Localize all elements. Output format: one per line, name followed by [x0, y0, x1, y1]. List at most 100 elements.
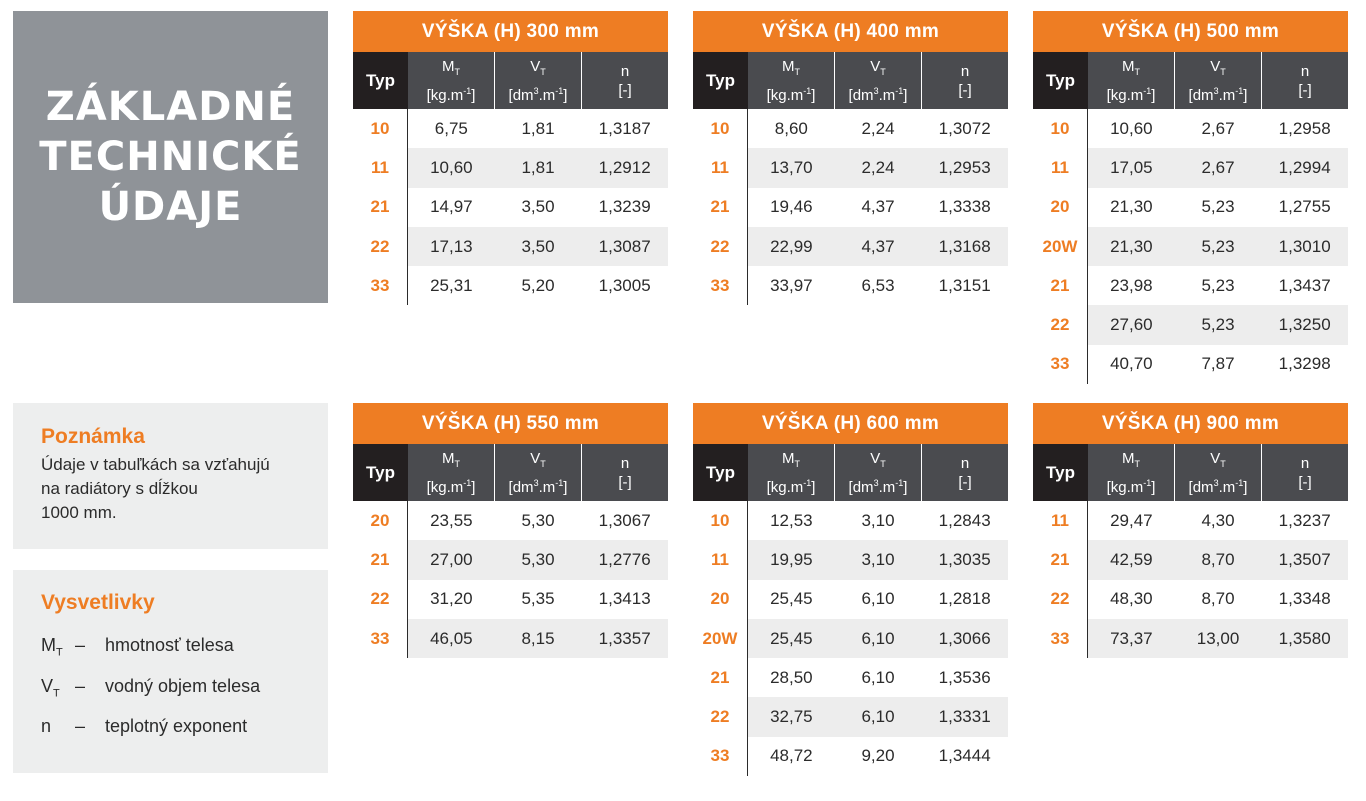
cell-vt: 4,37	[861, 197, 895, 217]
legend-symbol: n	[41, 716, 52, 737]
column-symbol: MT	[1122, 57, 1140, 77]
cell-vt: 5,35	[521, 589, 555, 609]
table-row: 33 33,97 6,53 1,3151	[693, 266, 1008, 306]
legend-heading: Vysvetlivky	[41, 591, 155, 614]
column-header-n: n [-]	[921, 444, 1008, 501]
table-row: 11 19,95 3,10 1,3035	[693, 540, 1008, 580]
cell-n: 1,2912	[598, 157, 651, 177]
cell-n: 1,3437	[1278, 275, 1331, 295]
legend-dash: –	[75, 675, 86, 696]
table-title: VÝŠKA (H) 400 mm	[693, 11, 1008, 52]
column-header-vt: VT [dm3.m-1]	[1174, 52, 1261, 109]
column-unit: [dm3.m-1]	[848, 477, 908, 496]
cell-typ: 22	[1033, 579, 1088, 619]
table-column-headers: Typ MT [kg.m-1] VT [dm3.m-1] n [-]	[353, 444, 668, 501]
cell-vt: 6,10	[861, 707, 895, 727]
cell-vt: 3,50	[521, 236, 555, 256]
cell-typ: 33	[1033, 618, 1088, 659]
column-symbol: n	[620, 62, 630, 80]
column-symbol: VT	[1210, 449, 1226, 469]
legend-dash: –	[75, 716, 86, 737]
cell-n: 1,3507	[1278, 549, 1331, 569]
cell-mt: 33,97	[770, 275, 813, 295]
column-header-n: n [-]	[581, 444, 668, 501]
cell-vt: 3,10	[861, 510, 895, 530]
cell-vt: 5,23	[1201, 275, 1235, 295]
note-line: 1000 mm.	[41, 503, 117, 522]
column-header-typ: Typ	[353, 52, 408, 109]
cell-typ: 33	[693, 266, 748, 306]
cell-n: 1,3536	[938, 667, 991, 687]
cell-typ: 22	[353, 579, 408, 619]
column-header-n: n [-]	[921, 52, 1008, 109]
data-table: VÝŠKA (H) 600 mm Typ MT [kg.m-1] VT [dm3.m-1]…	[693, 403, 1008, 777]
data-table: VÝŠKA (H) 550 mm Typ MT [kg.m-1] VT [dm3.m-1]…	[353, 403, 668, 659]
legend-symbol: VT	[41, 675, 60, 700]
cell-typ: 22	[693, 697, 748, 737]
column-header-mt: MT [kg.m-1]	[408, 444, 494, 501]
cell-n: 1,2958	[1278, 118, 1331, 138]
cell-vt: 13,00	[1196, 628, 1240, 648]
column-unit: [dm3.m-1]	[1188, 477, 1248, 496]
cell-typ: 21	[1033, 540, 1088, 580]
table-row: 22 48,30 8,70 1,3348	[1033, 579, 1348, 619]
title-line-2: TECHNICKÉ	[39, 134, 302, 180]
data-table: VÝŠKA (H) 500 mm Typ MT [kg.m-1] VT [dm3.m-1]…	[1033, 11, 1348, 385]
column-header-vt: VT [dm3.m-1]	[494, 444, 581, 501]
column-symbol: MT	[782, 449, 800, 469]
legend-dash: –	[75, 635, 86, 655]
table-title: VÝŠKA (H) 300 mm	[353, 11, 668, 52]
cell-n: 1,3010	[1278, 236, 1331, 256]
cell-vt: 3,10	[861, 549, 895, 569]
column-header-typ: Typ	[1033, 444, 1088, 501]
cell-typ: 20	[693, 579, 748, 619]
cell-typ: 20	[1033, 187, 1088, 227]
cell-n: 1,3580	[1278, 628, 1331, 648]
column-header-vt: VT [dm3.m-1]	[834, 52, 921, 109]
table-row: 20 23,55 5,30 1,3067	[353, 501, 668, 541]
cell-typ: 22	[1033, 305, 1088, 345]
cell-typ: 22	[693, 226, 748, 267]
column-symbol: MT	[442, 449, 460, 469]
column-unit: [-]	[1298, 81, 1312, 99]
cell-vt: 2,67	[1201, 157, 1235, 177]
cell-mt: 19,46	[770, 197, 813, 217]
table-row: 20 25,45 6,10 1,2818	[693, 579, 1008, 619]
column-unit: [kg.m-1]	[1106, 477, 1156, 496]
cell-vt: 6,10	[861, 628, 895, 648]
cell-typ: 10	[1033, 109, 1088, 149]
table-row: 22 31,20 5,35 1,3413	[353, 579, 668, 619]
column-header-mt: MT [kg.m-1]	[748, 52, 834, 109]
table-row: 33 48,72 9,20 1,3444	[693, 736, 1008, 777]
cell-mt: 13,70	[770, 157, 813, 177]
column-header-vt: VT [dm3.m-1]	[1174, 444, 1261, 501]
cell-n: 1,3338	[938, 197, 991, 217]
data-table: VÝŠKA (H) 300 mm Typ MT [kg.m-1] VT [dm3.m-1]…	[353, 11, 668, 306]
column-symbol: n	[1300, 454, 1310, 472]
cell-vt: 6,10	[861, 589, 895, 609]
column-unit: [kg.m-1]	[1106, 85, 1156, 104]
cell-mt: 21,30	[1110, 236, 1153, 256]
cell-mt: 8,60	[774, 118, 808, 138]
table-title: VÝŠKA (H) 550 mm	[353, 403, 668, 444]
cell-typ: 21	[693, 187, 748, 227]
cell-mt: 46,05	[430, 628, 473, 648]
cell-vt: 7,87	[1201, 354, 1235, 374]
cell-vt: 2,67	[1201, 118, 1235, 138]
table-column-headers: Typ MT [kg.m-1] VT [dm3.m-1] n [-]	[353, 52, 668, 109]
cell-n: 1,3151	[938, 275, 991, 295]
cell-mt: 23,55	[430, 510, 473, 530]
table-title: VÝŠKA (H) 500 mm	[1033, 11, 1348, 52]
cell-n: 1,2994	[1278, 157, 1331, 177]
legend-text: vodný objem telesa	[105, 675, 261, 696]
cell-typ: 21	[693, 658, 748, 698]
data-table: VÝŠKA (H) 400 mm Typ MT [kg.m-1] VT [dm3.m-1]…	[693, 11, 1008, 306]
table-row: 10 10,60 2,67 1,2958	[1033, 109, 1348, 149]
cell-n: 1,2776	[598, 549, 651, 569]
cell-mt: 10,60	[1110, 118, 1153, 138]
column-symbol: MT	[442, 57, 460, 77]
cell-vt: 1,81	[521, 157, 555, 177]
cell-n: 1,3298	[1278, 354, 1331, 374]
table-column-headers: Typ MT [kg.m-1] VT [dm3.m-1] n [-]	[1033, 444, 1348, 501]
cell-vt: 9,20	[861, 746, 895, 766]
